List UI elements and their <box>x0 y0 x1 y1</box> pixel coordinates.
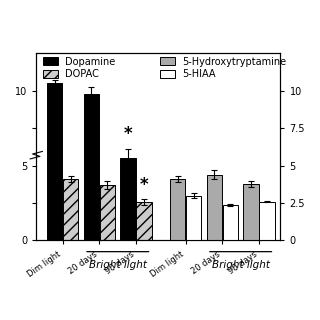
Text: *: * <box>140 176 148 194</box>
Text: Bright light: Bright light <box>89 260 147 270</box>
Legend: 5-Hydroxytryptamine, 5-HIAA: 5-Hydroxytryptamine, 5-HIAA <box>158 55 289 81</box>
Bar <box>223 205 238 240</box>
Text: *: * <box>124 125 132 143</box>
Bar <box>120 158 136 240</box>
Bar <box>170 179 185 240</box>
Bar <box>47 84 62 240</box>
Bar <box>63 179 78 240</box>
Bar <box>100 185 115 240</box>
Bar <box>136 202 152 240</box>
Bar <box>84 94 99 240</box>
Bar <box>244 184 259 240</box>
Bar <box>186 196 201 240</box>
Bar <box>260 202 275 240</box>
Bar <box>207 175 222 240</box>
Text: Bright light: Bright light <box>212 260 270 270</box>
